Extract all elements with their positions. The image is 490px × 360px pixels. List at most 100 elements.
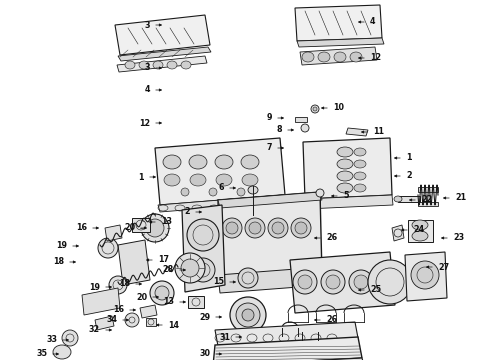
Polygon shape (300, 47, 377, 65)
Text: 19: 19 (89, 283, 100, 292)
Text: 6: 6 (219, 184, 224, 193)
Ellipse shape (354, 172, 366, 180)
Ellipse shape (311, 105, 319, 113)
Text: 4: 4 (370, 18, 375, 27)
Ellipse shape (125, 313, 139, 327)
Text: 21: 21 (455, 194, 466, 202)
Ellipse shape (321, 270, 345, 294)
Polygon shape (405, 252, 447, 301)
Text: 14: 14 (168, 320, 179, 329)
Ellipse shape (291, 218, 311, 238)
Polygon shape (218, 267, 325, 293)
Polygon shape (95, 316, 114, 330)
Polygon shape (82, 288, 120, 315)
Polygon shape (213, 337, 362, 360)
Polygon shape (182, 205, 225, 292)
Bar (418, 187, 438, 192)
Ellipse shape (301, 124, 309, 132)
Text: 28: 28 (163, 266, 174, 274)
Polygon shape (346, 128, 368, 136)
Text: 12: 12 (370, 54, 381, 63)
Text: 23: 23 (453, 234, 464, 243)
Text: 27: 27 (438, 262, 449, 271)
Ellipse shape (337, 147, 353, 157)
Text: 2: 2 (184, 207, 190, 216)
Ellipse shape (245, 218, 265, 238)
Ellipse shape (209, 188, 217, 196)
Ellipse shape (181, 61, 191, 69)
Ellipse shape (190, 174, 206, 186)
Polygon shape (218, 192, 322, 208)
Bar (408, 220, 433, 242)
Text: 1: 1 (139, 172, 144, 181)
Ellipse shape (191, 258, 215, 282)
Ellipse shape (354, 160, 366, 168)
Ellipse shape (237, 188, 245, 196)
Text: 5: 5 (343, 192, 348, 201)
Text: 10: 10 (333, 104, 344, 112)
Text: 17: 17 (158, 256, 169, 265)
Ellipse shape (368, 260, 412, 304)
Ellipse shape (354, 148, 366, 156)
Text: 33: 33 (46, 336, 57, 345)
Bar (418, 202, 438, 206)
Text: 4: 4 (145, 85, 150, 94)
Ellipse shape (295, 222, 307, 234)
Ellipse shape (222, 218, 242, 238)
Ellipse shape (53, 345, 71, 359)
Polygon shape (392, 225, 404, 241)
Ellipse shape (272, 222, 284, 234)
Text: 18: 18 (119, 279, 130, 288)
Text: 15: 15 (213, 278, 224, 287)
Ellipse shape (337, 183, 353, 193)
Ellipse shape (350, 52, 362, 62)
Text: 1: 1 (406, 153, 412, 162)
Text: 34: 34 (106, 315, 117, 324)
Text: 2: 2 (406, 171, 412, 180)
Ellipse shape (326, 275, 340, 289)
Bar (146, 318, 156, 326)
Ellipse shape (302, 52, 314, 62)
Polygon shape (213, 358, 364, 360)
Ellipse shape (298, 275, 312, 289)
Ellipse shape (181, 188, 189, 196)
Ellipse shape (313, 107, 317, 111)
Ellipse shape (293, 270, 317, 294)
Ellipse shape (238, 268, 258, 288)
Text: 3: 3 (145, 63, 150, 72)
Ellipse shape (334, 52, 346, 62)
Polygon shape (140, 305, 157, 318)
Polygon shape (117, 56, 207, 72)
Text: 26: 26 (326, 234, 337, 243)
Ellipse shape (248, 186, 258, 194)
Text: 25: 25 (370, 285, 381, 294)
Ellipse shape (318, 52, 330, 62)
Polygon shape (218, 192, 322, 283)
Text: 16: 16 (76, 224, 87, 233)
Ellipse shape (62, 330, 78, 346)
Ellipse shape (181, 259, 199, 277)
Polygon shape (290, 252, 395, 313)
Polygon shape (155, 138, 285, 205)
Polygon shape (305, 195, 393, 209)
Polygon shape (118, 47, 211, 61)
Text: 8: 8 (276, 126, 282, 135)
Text: 32: 32 (89, 325, 100, 334)
Ellipse shape (249, 222, 261, 234)
Ellipse shape (411, 261, 439, 289)
Ellipse shape (268, 218, 288, 238)
Text: 9: 9 (267, 113, 272, 122)
Ellipse shape (146, 219, 164, 237)
Ellipse shape (150, 281, 174, 305)
Text: 20: 20 (136, 292, 147, 302)
Text: 16: 16 (113, 306, 124, 315)
Ellipse shape (230, 297, 266, 333)
Polygon shape (118, 240, 150, 285)
Ellipse shape (109, 276, 127, 294)
Ellipse shape (241, 155, 259, 169)
Ellipse shape (337, 159, 353, 169)
Ellipse shape (316, 189, 324, 197)
Text: 26: 26 (326, 315, 337, 324)
Text: 18: 18 (53, 257, 64, 266)
Ellipse shape (242, 174, 258, 186)
